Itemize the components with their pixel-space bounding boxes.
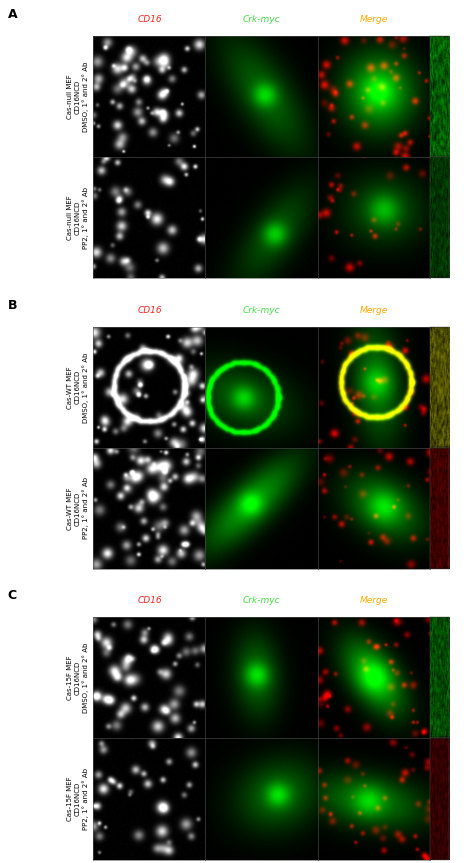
Text: Merge: Merge	[360, 306, 388, 315]
Text: Crk-myc: Crk-myc	[243, 306, 280, 315]
Text: Crk-myc: Crk-myc	[243, 596, 280, 606]
Text: Merge: Merge	[360, 596, 388, 606]
Text: CD16: CD16	[137, 306, 162, 315]
Text: CD16: CD16	[137, 16, 162, 24]
Text: Cas-null MEF
CD16NCD
PP2, 1° and 2° Ab: Cas-null MEF CD16NCD PP2, 1° and 2° Ab	[67, 187, 89, 249]
Text: CD16: CD16	[137, 596, 162, 606]
Text: Cas-15F MEF
CD16NCD
PP2, 1° and 2° Ab: Cas-15F MEF CD16NCD PP2, 1° and 2° Ab	[67, 768, 89, 830]
Text: A: A	[8, 9, 17, 22]
Text: Merge: Merge	[360, 16, 388, 24]
Text: Cas-WT MEF
CD16NCD
DMSO, 1° and 2° Ab: Cas-WT MEF CD16NCD DMSO, 1° and 2° Ab	[67, 352, 89, 423]
Text: Cas-15F MEF
CD16NCD
DMSO, 1° and 2° Ab: Cas-15F MEF CD16NCD DMSO, 1° and 2° Ab	[67, 643, 89, 713]
Text: B: B	[8, 299, 17, 312]
Text: Cas-WT MEF
CD16NCD
PP2, 1° and 2° Ab: Cas-WT MEF CD16NCD PP2, 1° and 2° Ab	[67, 477, 89, 539]
Text: Crk-myc: Crk-myc	[243, 16, 280, 24]
Text: C: C	[8, 589, 17, 602]
Text: Cas-null MEF
CD16NCD
DMSO, 1° and 2° Ab: Cas-null MEF CD16NCD DMSO, 1° and 2° Ab	[67, 61, 89, 132]
